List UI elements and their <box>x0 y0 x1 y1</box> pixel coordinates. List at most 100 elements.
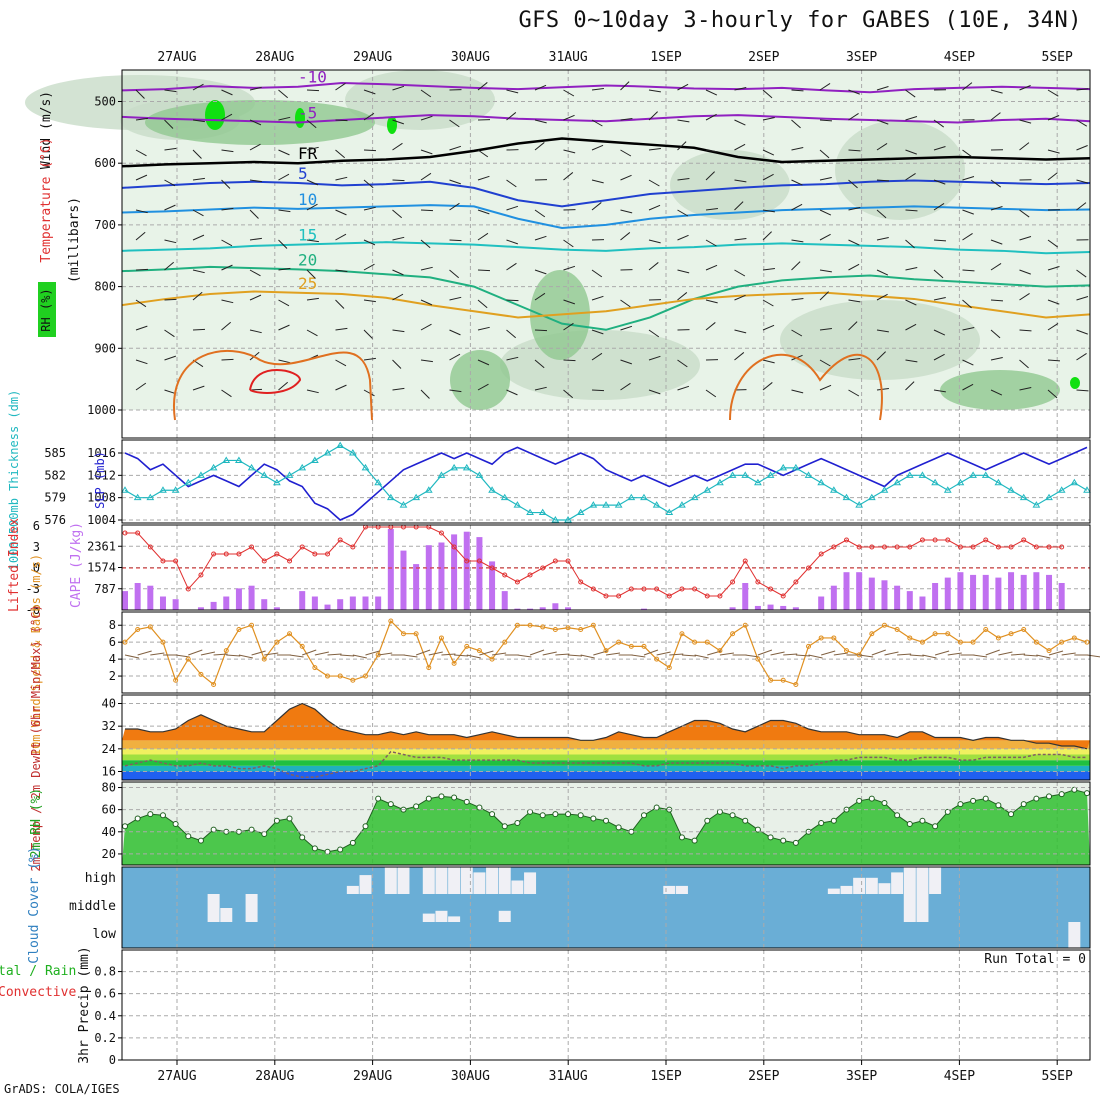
wind-barb <box>420 172 432 181</box>
y-tick-label: 585 <box>44 446 66 460</box>
cloud-cell <box>916 894 929 922</box>
li-marker <box>856 544 862 550</box>
thickness-marker <box>754 478 762 486</box>
rh-marker <box>1058 791 1065 798</box>
y-tick-label: 1000 <box>87 403 116 417</box>
wind-barb <box>677 292 688 301</box>
y-tick-label: 40 <box>102 825 116 839</box>
wind-marker <box>325 673 331 679</box>
wind-barb <box>677 385 690 391</box>
wind-barb <box>534 84 547 91</box>
rh-marker <box>438 793 445 800</box>
wind-barb <box>249 209 259 219</box>
wind-barb <box>848 358 861 361</box>
wind-marker <box>983 626 989 632</box>
cloud-cell <box>903 867 916 894</box>
wind-barb <box>1011 653 1026 656</box>
wind-marker <box>388 618 394 624</box>
wind-marker <box>692 639 698 645</box>
wind-barb <box>1047 115 1060 121</box>
cloud-frame <box>121 866 1091 949</box>
wind-barb <box>591 295 604 301</box>
wind-barb <box>819 209 832 216</box>
cape-bar <box>830 585 837 610</box>
cloud-level-label: middle <box>69 899 116 914</box>
rh-marker <box>1084 790 1090 797</box>
wind-barb <box>563 359 576 362</box>
wind-barb <box>449 202 460 211</box>
temp-line <box>125 702 1088 750</box>
li-marker <box>337 537 343 543</box>
wind-barb <box>192 177 205 181</box>
wind-barb <box>289 654 304 658</box>
wind-barb <box>441 653 456 656</box>
wind-barb <box>175 654 190 658</box>
wind-barb <box>705 389 717 398</box>
wind-barb <box>306 146 319 151</box>
cape-bar <box>501 591 508 610</box>
wind-barb <box>249 294 262 301</box>
rh-marker <box>185 833 192 840</box>
wind-barb <box>620 299 631 308</box>
wind-barb <box>762 209 775 213</box>
rh-marker <box>881 800 888 807</box>
wind-barb <box>819 177 832 181</box>
wind-barb <box>648 329 660 338</box>
li-marker <box>160 558 166 564</box>
li-marker <box>223 551 229 557</box>
wind-barb <box>363 239 376 246</box>
wind-barb <box>506 356 519 361</box>
thickness-marker <box>981 471 990 478</box>
cloud-cell <box>498 910 511 922</box>
li-marker <box>603 593 609 599</box>
wind-barb <box>933 146 946 151</box>
wind-barb <box>620 232 631 241</box>
rh-marker <box>451 794 458 801</box>
wind-barb <box>392 293 404 301</box>
li-marker <box>945 537 951 543</box>
cape-bar <box>1058 582 1065 610</box>
rh-marker <box>1020 801 1027 808</box>
wind-barb <box>278 359 291 364</box>
cape-bar <box>362 596 369 610</box>
wind-barb <box>278 116 291 121</box>
wind-barb <box>819 291 829 301</box>
wind-barb <box>905 209 918 212</box>
cape-bar <box>894 585 901 610</box>
wind-barb <box>150 652 165 656</box>
cape-bar <box>210 601 217 610</box>
y-tick-label: 0.8 <box>94 965 116 979</box>
li-marker <box>818 551 824 557</box>
wind-barb <box>762 382 773 391</box>
rh-marker <box>286 815 293 822</box>
wind-marker <box>780 677 786 683</box>
wind-marker <box>590 622 596 628</box>
wind-barb <box>1019 293 1030 301</box>
wind-barb <box>719 652 734 656</box>
wind-marker <box>464 643 470 649</box>
cloud-cell <box>460 867 473 894</box>
wind-barb <box>192 149 202 159</box>
wind-barb <box>164 89 177 93</box>
wind-barb <box>335 119 348 122</box>
thickness-marker <box>273 478 281 486</box>
rh-shading <box>387 116 397 134</box>
rh-marker <box>780 837 787 844</box>
contour--5 <box>121 114 1091 124</box>
y-tick-label: 24 <box>102 742 116 756</box>
wind-marker <box>755 656 761 662</box>
cape-bar <box>311 596 318 610</box>
temp-band <box>122 740 1090 749</box>
wind-barb <box>933 203 945 211</box>
wind-barb <box>449 329 461 336</box>
y-tick-label: 3 <box>33 540 40 554</box>
wind-barb <box>534 142 545 151</box>
wind-marker <box>679 631 685 637</box>
wind-marker <box>818 635 824 641</box>
wind-marker <box>603 648 609 654</box>
wind-barb <box>335 384 347 391</box>
wind-barb <box>420 266 433 271</box>
wind-marker <box>1033 639 1039 645</box>
wind-marker <box>223 648 229 654</box>
